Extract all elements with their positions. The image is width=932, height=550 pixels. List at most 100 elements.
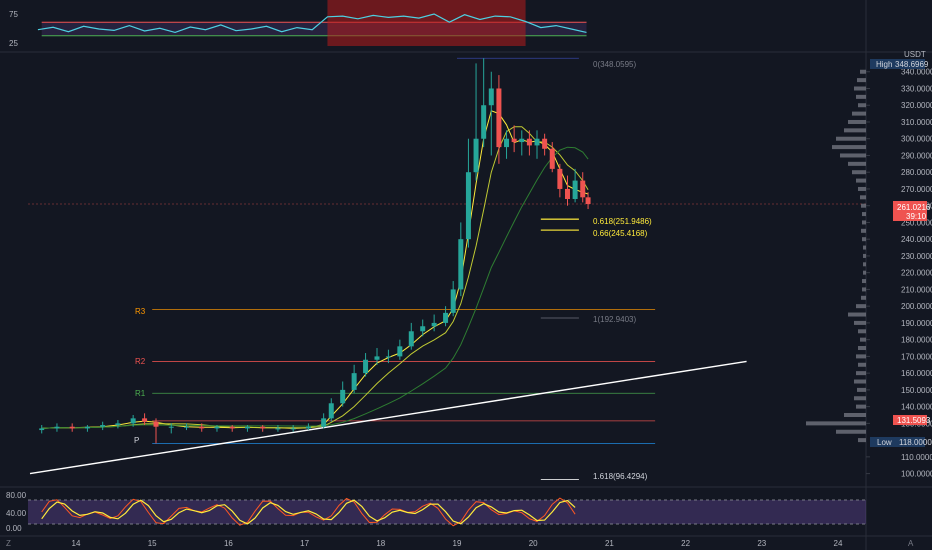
log-scale-button[interactable]: Z — [6, 539, 11, 548]
candle-body-49 — [585, 197, 591, 205]
fib-top-label: 0(348.0595) — [593, 60, 636, 69]
fib-1-label: 1(192.9403) — [593, 315, 636, 324]
marker-price-badge — [893, 415, 927, 425]
auto-scale-button[interactable]: A — [908, 539, 914, 548]
volume-profile-bar-26 — [862, 287, 866, 292]
price-tick-9: 250.0000 — [901, 218, 932, 227]
volume-profile-bar-43 — [836, 429, 866, 434]
last-price-value: 261.0216 — [897, 203, 931, 212]
candle-body-21 — [340, 389, 346, 404]
volume-profile-bar-17 — [862, 212, 866, 217]
price-tick-16: 180.0000 — [901, 336, 932, 345]
price-tick-6: 280.0000 — [901, 168, 932, 177]
price-tick-23: 100.0000 — [901, 470, 932, 479]
candle-body-8 — [153, 421, 159, 427]
candle-body-31 — [450, 289, 456, 313]
time-tick-14: 14 — [72, 539, 81, 548]
price-tick-7: 270.0000 — [901, 185, 932, 194]
time-tick-23: 23 — [757, 539, 766, 548]
time-tick-20: 20 — [529, 539, 538, 548]
countdown-value: 39:10 — [906, 212, 927, 221]
candle-body-38 — [504, 138, 510, 148]
candle-body-20 — [328, 403, 334, 419]
volume-profile-bar-36 — [856, 371, 866, 376]
low-label: Low — [877, 438, 892, 447]
volume-profile-bar-3 — [856, 94, 866, 99]
volume-profile-bar-25 — [862, 279, 866, 284]
volume-profile-bar-29 — [848, 312, 866, 317]
trendline — [29, 360, 747, 475]
rsi-overbought-zone — [327, 0, 526, 46]
time-tick-24: 24 — [834, 539, 843, 548]
volume-profile-bar-42 — [806, 421, 866, 426]
ma-slow-line — [41, 146, 589, 429]
volume-profile-bar-8 — [836, 136, 866, 141]
candle-body-45 — [557, 168, 563, 189]
price-tick-12: 220.0000 — [901, 269, 932, 278]
candle-body-6 — [130, 418, 136, 424]
volume-profile-bar-38 — [857, 387, 866, 392]
candle-body-36 — [488, 88, 494, 106]
stoch-tick-80: 80.00 — [6, 491, 27, 500]
candle-body-37 — [496, 88, 502, 148]
candle-body-42 — [534, 138, 540, 146]
price-tick-22: 110.0000 — [901, 453, 932, 462]
volume-profile-bar-7 — [844, 128, 866, 133]
candle-body-9 — [168, 426, 174, 428]
volume-profile-bar-34 — [856, 354, 866, 359]
volume-profile-bar-22 — [863, 253, 866, 258]
price-tick-2: 320.0000 — [901, 101, 932, 110]
candle-body-18 — [305, 426, 311, 429]
volume-profile-bar-20 — [862, 237, 866, 242]
candle-body-48 — [580, 180, 586, 198]
candle-body-27 — [408, 331, 414, 347]
candle-body-11 — [199, 426, 205, 429]
candle-body-22 — [351, 373, 357, 390]
candle-body-40 — [519, 138, 525, 143]
price-tick-14: 200.0000 — [901, 302, 932, 311]
volume-profile-bar-44 — [858, 438, 866, 443]
time-tick-18: 18 — [376, 539, 385, 548]
rsi-tick-75: 75 — [9, 10, 18, 19]
volume-profile-bar-5 — [852, 111, 866, 116]
price-tick-0: 340.0000 — [901, 68, 932, 77]
candle-body-16 — [275, 428, 281, 430]
candle-body-10 — [183, 426, 189, 428]
candle-body-19 — [321, 418, 327, 427]
candle-body-39 — [511, 138, 517, 143]
price-tick-13: 210.0000 — [901, 285, 932, 294]
currency-label: USDT — [904, 50, 926, 59]
high-label: High — [876, 60, 892, 69]
volume-profile-bar-11 — [848, 161, 866, 166]
time-tick-22: 22 — [681, 539, 690, 548]
pivot-r2-label: R2 — [135, 357, 146, 366]
high-value: 348.6969 — [895, 60, 929, 69]
candle-body-35 — [481, 105, 487, 139]
price-tick-4: 300.0000 — [901, 135, 932, 144]
volume-profile-bar-9 — [832, 145, 866, 150]
price-tick-3: 310.0000 — [901, 118, 932, 127]
pivot-p-label: P — [134, 436, 139, 445]
time-tick-17: 17 — [300, 539, 309, 548]
price-tick-15: 190.0000 — [901, 319, 932, 328]
volume-profile-bar-24 — [863, 270, 866, 275]
volume-profile-bar-0 — [860, 69, 866, 74]
price-tick-1: 330.0000 — [901, 84, 932, 93]
volume-profile-bar-27 — [861, 295, 866, 300]
time-tick-15: 15 — [148, 539, 157, 548]
stoch-tick-40: 40.00 — [6, 509, 27, 518]
candle-body-41 — [526, 138, 532, 146]
candle-body-29 — [431, 322, 437, 327]
low-badge — [870, 437, 925, 447]
candle-body-17 — [290, 428, 296, 430]
candle-body-43 — [542, 138, 548, 149]
candle-body-0 — [39, 428, 45, 431]
candle-body-13 — [229, 426, 235, 429]
candle-body-32 — [458, 239, 464, 290]
volume-profile-bar-23 — [863, 262, 866, 267]
low-value: 118.0000 — [899, 438, 932, 447]
volume-profile-bar-28 — [856, 304, 866, 309]
candle-body-25 — [385, 356, 391, 358]
